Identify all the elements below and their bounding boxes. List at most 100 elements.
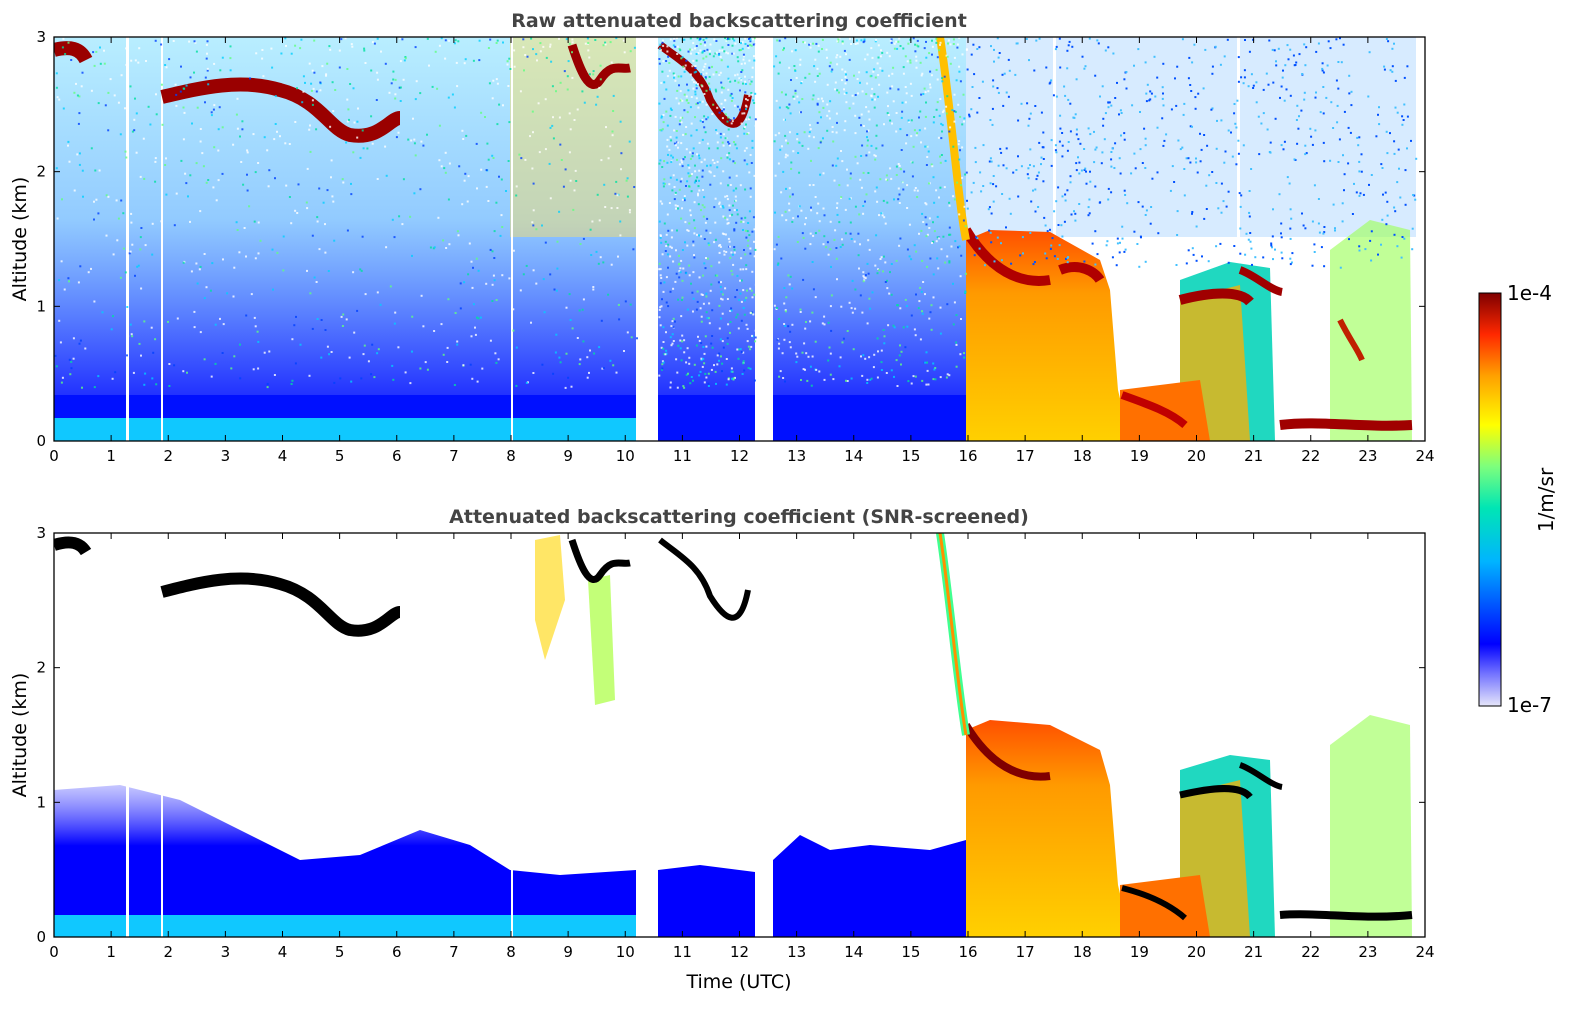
- noise-speckle: [318, 248, 321, 251]
- noise-speckle: [232, 143, 235, 146]
- noise-speckle: [827, 321, 830, 324]
- noise-speckle: [746, 44, 749, 47]
- noise-speckle: [586, 376, 589, 379]
- noise-speckle: [730, 307, 733, 310]
- noise-speckle: [867, 110, 870, 113]
- noise-speckle: [702, 357, 705, 360]
- noise-speckle: [1280, 232, 1282, 235]
- noise-speckle: [1061, 132, 1064, 134]
- noise-speckle: [544, 98, 547, 101]
- noise-speckle: [168, 363, 171, 365]
- noise-speckle: [886, 287, 889, 290]
- noise-speckle: [1358, 245, 1361, 248]
- noise-speckle: [356, 309, 359, 312]
- noise-speckle: [489, 339, 492, 342]
- noise-speckle: [60, 381, 63, 384]
- noise-speckle: [1074, 219, 1077, 222]
- noise-speckle: [1078, 203, 1081, 205]
- noise-speckle: [871, 87, 874, 90]
- noise-speckle: [1084, 65, 1087, 68]
- noise-speckle: [196, 106, 199, 109]
- noise-speckle: [1271, 246, 1273, 249]
- noise-speckle: [165, 193, 168, 196]
- noise-speckle: [735, 221, 738, 224]
- noise-speckle: [704, 221, 707, 224]
- noise-speckle: [629, 303, 632, 306]
- noise-speckle: [559, 143, 562, 146]
- noise-speckle: [573, 119, 576, 121]
- noise-speckle: [1358, 170, 1361, 173]
- noise-speckle: [662, 290, 665, 293]
- noise-speckle: [662, 114, 665, 116]
- noise-speckle: [99, 62, 102, 65]
- noise-speckle: [1075, 128, 1078, 131]
- noise-speckle: [745, 105, 748, 108]
- noise-speckle: [679, 271, 682, 274]
- noise-speckle: [812, 94, 815, 97]
- noise-speckle: [753, 228, 756, 231]
- noise-speckle: [990, 212, 993, 215]
- noise-speckle: [826, 83, 829, 86]
- noise-speckle: [539, 50, 542, 53]
- noise-speckle: [778, 317, 781, 320]
- noise-speckle: [1063, 220, 1066, 223]
- noise-speckle: [880, 369, 883, 371]
- noise-speckle: [888, 74, 890, 77]
- noise-speckle: [97, 375, 100, 378]
- noise-speckle: [661, 70, 664, 73]
- noise-speckle: [352, 151, 355, 154]
- noise-speckle: [782, 118, 785, 121]
- noise-speckle: [78, 112, 81, 115]
- noise-speckle: [726, 65, 729, 68]
- noise-speckle: [952, 195, 955, 198]
- noise-speckle: [1093, 130, 1095, 133]
- noise-speckle: [1040, 163, 1042, 166]
- noise-speckle: [331, 195, 334, 198]
- noise-speckle: [1191, 212, 1193, 215]
- noise-speckle: [90, 147, 93, 150]
- noise-speckle: [1075, 133, 1078, 136]
- noise-speckle: [939, 186, 942, 189]
- noise-speckle: [727, 77, 730, 80]
- noise-speckle: [962, 93, 965, 96]
- noise-speckle: [843, 92, 846, 95]
- noise-speckle: [718, 251, 721, 254]
- noise-speckle: [966, 207, 969, 210]
- noise-speckle: [929, 86, 932, 89]
- noise-speckle: [721, 362, 724, 365]
- noise-speckle: [976, 111, 979, 114]
- noise-speckle: [1116, 237, 1119, 240]
- noise-speckle: [727, 184, 730, 187]
- noise-speckle: [710, 265, 713, 268]
- noise-speckle: [708, 50, 711, 53]
- noise-speckle: [394, 78, 397, 81]
- noise-speckle: [897, 304, 899, 307]
- noise-speckle: [725, 39, 728, 42]
- noise-speckle: [522, 38, 525, 41]
- noise-speckle: [1061, 144, 1064, 147]
- noise-speckle: [305, 201, 308, 204]
- noise-speckle: [874, 98, 876, 101]
- noise-speckle: [999, 147, 1002, 150]
- noise-speckle: [302, 90, 305, 93]
- noise-speckle: [736, 209, 738, 212]
- noise-speckle: [881, 69, 884, 72]
- noise-speckle: [1315, 50, 1318, 53]
- noise-speckle: [481, 367, 484, 370]
- noise-speckle: [1144, 214, 1147, 216]
- noise-speckle: [1000, 259, 1003, 262]
- noise-speckle: [748, 116, 751, 119]
- noise-speckle: [1194, 96, 1197, 99]
- noise-speckle: [193, 310, 196, 313]
- noise-speckle: [140, 354, 142, 357]
- noise-speckle: [1208, 174, 1211, 177]
- noise-speckle: [978, 247, 981, 250]
- noise-speckle: [953, 198, 956, 201]
- noise-speckle: [1252, 38, 1255, 41]
- noise-speckle: [612, 94, 615, 97]
- noise-speckle: [1145, 209, 1148, 212]
- noise-speckle: [255, 52, 258, 55]
- noise-speckle: [923, 87, 926, 90]
- noise-speckle: [1384, 191, 1387, 194]
- noise-speckle: [705, 295, 708, 298]
